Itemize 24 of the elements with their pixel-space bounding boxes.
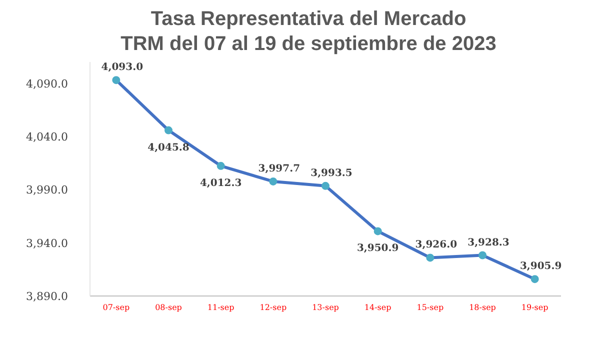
- x-tick-label: 13-sep: [312, 303, 339, 312]
- x-tick-label: 15-sep: [416, 303, 444, 312]
- data-label: 3,997.7: [258, 163, 300, 174]
- y-tick-label: 3,940.0: [26, 236, 68, 250]
- chart-title: Tasa Representativa del Mercado TRM del 07 al 19 de septiembre de 2023: [120, 8, 496, 55]
- data-label: 3,905.9: [520, 261, 562, 272]
- data-label: 3,950.9: [356, 243, 399, 254]
- y-tick-label: 3,890.0: [26, 290, 68, 303]
- x-tick-label: 07-sep: [102, 303, 130, 312]
- x-tick-label: 18-sep: [469, 303, 496, 312]
- data-label: 3,993.5: [310, 168, 352, 179]
- y-tick-label: 3,990.0: [26, 184, 68, 197]
- x-tick-label: 12-sep: [260, 303, 287, 312]
- data-label: 4,093.0: [101, 62, 144, 74]
- x-tick-label: 08-sep: [155, 303, 182, 312]
- data-label: 3,928.3: [468, 237, 510, 248]
- x-tick-label: 14-sep: [364, 303, 392, 312]
- data-label: 4,045.8: [148, 142, 190, 154]
- y-tick-label: 4,040.0: [26, 130, 68, 144]
- data-label: 4,012.3: [200, 178, 242, 189]
- data-label: 3,926.0: [415, 240, 458, 251]
- x-tick-label: 19-sep: [521, 303, 548, 312]
- y-tick-label: 4,090.0: [26, 77, 68, 90]
- x-tick-label: 11-sep: [207, 303, 234, 312]
